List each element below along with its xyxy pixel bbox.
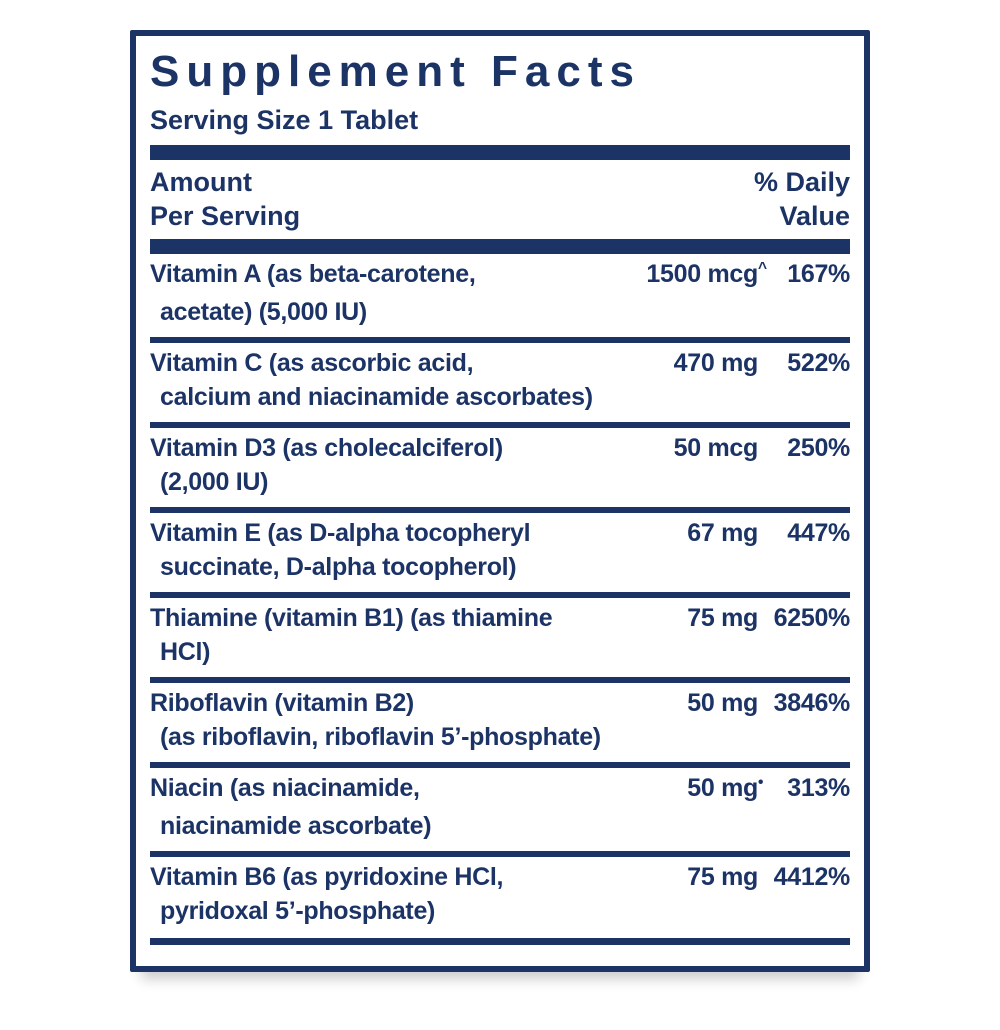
nutrient-rows: Vitamin A (as beta-carotene, 1500 mcg^ 1…	[150, 254, 850, 945]
nutrient-name: Riboflavin (vitamin B2)	[150, 689, 414, 717]
daily-value: 447%	[787, 519, 850, 547]
amount-column-header: Amount Per Serving	[150, 167, 301, 231]
nutrient-name-continued: (as riboflavin, riboflavin 5’-phosphate)	[160, 723, 601, 751]
daily-value: 522%	[787, 349, 850, 377]
nutrient-name-continued: (2,000 IU)	[160, 468, 269, 496]
nutrient-name-continued: pyridoxal 5’-phosphate)	[160, 897, 436, 925]
daily-value: 313%	[787, 774, 850, 802]
nutrient-amount: 75 mg	[687, 863, 758, 891]
daily-value: 4412%	[773, 863, 851, 891]
header-bar-bottom	[150, 239, 850, 254]
nutrient-amount: 67 mg	[687, 519, 758, 547]
nutrient-amount: 1500 mcg^	[646, 260, 767, 288]
nutrient-amount: 50 mg•	[687, 774, 764, 802]
nutrient-amount: 75 mg	[687, 604, 758, 632]
nutrient-name: Vitamin A (as beta-carotene,	[150, 260, 476, 288]
bottom-rule	[150, 938, 850, 945]
row-separator	[150, 337, 850, 343]
nutrient-row-vitamin-e: Vitamin E (as D-alpha tocopheryl 67 mg 4…	[150, 513, 850, 592]
nutrient-name: Vitamin C (as ascorbic acid,	[150, 349, 474, 377]
nutrient-row-vitamin-b6: Vitamin B6 (as pyridoxine HCl, 75 mg 441…	[150, 857, 850, 936]
supplement-facts-label: Supplement Facts Serving Size 1 Tablet A…	[130, 30, 870, 972]
header-bar-top	[150, 145, 850, 160]
daily-value-column-header: % Daily Value	[753, 167, 850, 231]
nutrient-amount: 50 mg	[687, 689, 758, 717]
nutrient-amount: 50 mcg	[673, 434, 759, 462]
row-separator	[150, 507, 850, 513]
nutrient-row-vitamin-c: Vitamin C (as ascorbic acid, 470 mg 522%…	[150, 343, 850, 422]
serving-size: Serving Size 1 Tablet	[150, 105, 419, 135]
nutrient-row-vitamin-d3: Vitamin D3 (as cholecalciferol) 50 mcg 2…	[150, 428, 850, 507]
row-separator	[150, 851, 850, 857]
row-separator	[150, 677, 850, 683]
daily-value: 3846%	[773, 689, 851, 717]
nutrient-row-vitamin-a: Vitamin A (as beta-carotene, 1500 mcg^ 1…	[150, 254, 850, 337]
nutrient-name: Vitamin D3 (as cholecalciferol)	[150, 434, 503, 462]
nutrient-name-continued: calcium and niacinamide ascorbates)	[160, 383, 593, 411]
nutrient-row-riboflavin: Riboflavin (vitamin B2) 50 mg 3846% (as …	[150, 683, 850, 762]
nutrient-name-continued: niacinamide ascorbate)	[160, 812, 432, 840]
nutrient-name: Vitamin E (as D-alpha tocopheryl	[150, 519, 531, 547]
nutrient-name: Vitamin B6 (as pyridoxine HCl,	[150, 863, 504, 891]
label-title: Supplement Facts	[150, 47, 641, 96]
row-separator	[150, 762, 850, 768]
nutrient-name: Niacin (as niacinamide,	[150, 774, 420, 802]
nutrient-row-niacin: Niacin (as niacinamide, 50 mg• 313% niac…	[150, 768, 850, 851]
nutrient-name-continued: acetate) (5,000 IU)	[160, 298, 367, 326]
daily-value: 250%	[787, 434, 850, 462]
row-separator	[150, 592, 850, 598]
daily-value: 167%	[787, 260, 850, 288]
row-separator	[150, 422, 850, 428]
nutrient-amount: 470 mg	[673, 349, 759, 377]
daily-value: 6250%	[773, 604, 851, 632]
nutrient-name: Thiamine (vitamin B1) (as thiamine	[150, 604, 553, 632]
nutrient-name-continued: HCl)	[160, 638, 211, 666]
nutrient-name-continued: succinate, D-alpha tocopherol)	[160, 553, 517, 581]
nutrient-row-thiamine: Thiamine (vitamin B1) (as thiamine 75 mg…	[150, 598, 850, 677]
column-header-row: Amount Per Serving % Daily Value	[150, 160, 850, 239]
